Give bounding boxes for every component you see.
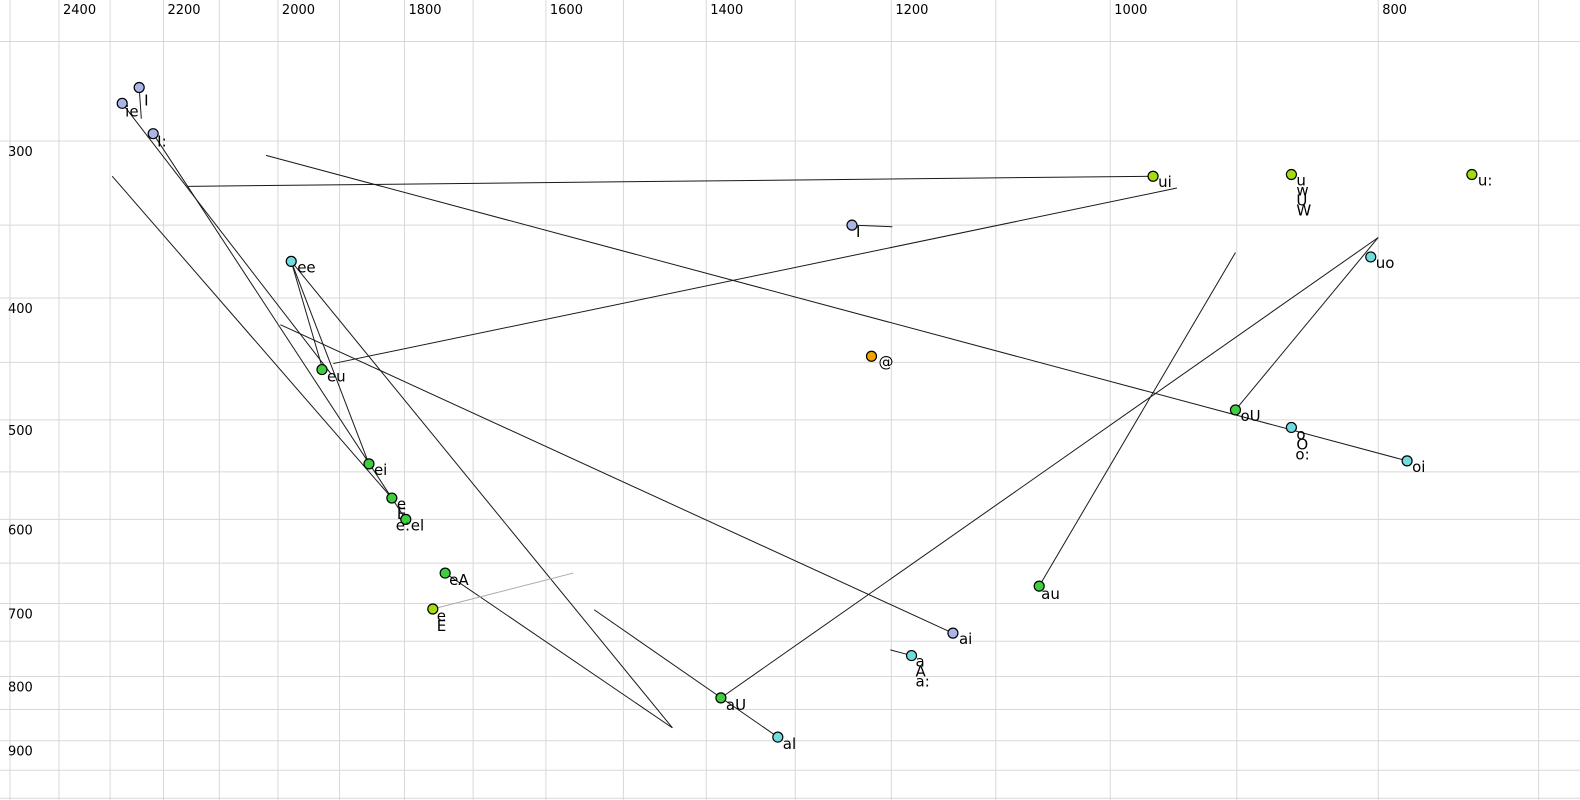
y-tick-label-300: 300 <box>8 145 33 160</box>
trajectory-ie-glide <box>121 103 332 375</box>
trajectory-ee-eu-seg <box>290 261 325 374</box>
y-tick-label-500: 500 <box>8 424 33 439</box>
vowel-label-a-2: a: <box>916 673 930 691</box>
vowel-label-al-0: al <box>783 735 796 753</box>
vowel-point-e-gray <box>427 603 439 615</box>
vowel-label-ai-0: ai <box>959 630 972 648</box>
vowel-label-e-gray-1: E <box>437 617 446 635</box>
vowel-label-ei-0: ei <box>374 461 387 479</box>
vowel-point-u-cluster <box>1285 168 1297 181</box>
x-tick-label-1000: 1000 <box>1114 3 1147 18</box>
vowel-point-aU <box>715 692 727 704</box>
vowel-point-ee <box>285 255 297 267</box>
y-tick-label-400: 400 <box>8 302 33 317</box>
x-tick-label-1400: 1400 <box>710 3 743 18</box>
vowel-label-e-gray-0: e <box>437 607 446 625</box>
vowel-label-ee-0: ee <box>297 258 315 276</box>
vowel-point-I-central <box>846 219 858 231</box>
vowel-label-ie-0: ie <box>125 102 138 120</box>
x-tick-label-800: 800 <box>1382 3 1407 18</box>
y-tick-label-600: 600 <box>8 523 33 538</box>
vowel-point-i <box>133 81 145 94</box>
vowel-point-ei <box>363 458 375 470</box>
trajectory-ei-ee-seg <box>290 261 370 465</box>
x-tick-label-1600: 1600 <box>550 3 583 18</box>
trajectory-I-central-seg <box>851 224 893 228</box>
trajectory-e-glide <box>111 175 393 499</box>
vowel-label-aU-0: aU <box>726 696 746 714</box>
vowel-point-schwa <box>865 350 878 362</box>
vowel-point-oU <box>1229 404 1242 416</box>
vowel-label-u-cluster-2: U <box>1296 192 1307 210</box>
trajectory-e-gray-seg <box>432 572 574 610</box>
vowel-label-e-1: E <box>397 505 406 523</box>
vowel-label-eA-0: eA <box>449 571 469 589</box>
vowel-label-u-cluster-0: u <box>1296 172 1306 190</box>
vowel-label-uo-0: uo <box>1376 254 1395 272</box>
vowel-label-I-long-0: I: <box>157 133 166 151</box>
vowel-point-I-long <box>147 128 159 140</box>
vowel-point-ie <box>116 97 128 109</box>
vowel-point-eu <box>316 363 328 376</box>
vowel-point-ui <box>1147 170 1159 182</box>
trajectory-oU-glide <box>1235 237 1379 411</box>
vowel-point-oi <box>1401 455 1413 467</box>
x-tick-label-1200: 1200 <box>895 3 928 18</box>
vowel-point-e-long-el <box>400 513 412 525</box>
vowel-label-o-cluster-0: o <box>1296 425 1305 443</box>
vowel-point-u-long <box>1466 168 1478 181</box>
trajectory-ui-glide <box>187 175 1154 187</box>
vowel-label-i-0: I <box>144 92 148 110</box>
vowel-point-uo <box>1365 251 1377 263</box>
x-tick-label-1800: 1800 <box>408 3 441 18</box>
vowel-label-oi-0: oi <box>1412 458 1425 476</box>
vowel-point-eA <box>439 567 451 579</box>
vowel-label-a-1: A <box>916 663 927 681</box>
vowel-label-I-central-0: I <box>856 223 860 241</box>
vowel-point-o-cluster <box>1285 421 1297 434</box>
trajectory-ai-glide <box>280 324 954 634</box>
trajectory-aU-glide <box>720 237 1379 699</box>
vowel-label-oU-0: oU <box>1240 407 1260 425</box>
y-tick-label-700: 700 <box>8 608 33 623</box>
vowel-label-o-cluster-2: o: <box>1295 445 1309 463</box>
vowel-label-u-cluster-1: w <box>1296 182 1308 200</box>
y-tick-label-900: 900 <box>8 745 33 760</box>
vowel-point-al <box>772 731 784 743</box>
x-tick-label-2200: 2200 <box>167 3 200 18</box>
vowel-label-schwa-0: @ <box>878 353 893 371</box>
vowel-label-eu-0: eu <box>327 368 346 386</box>
vowel-label-e-0: e <box>397 495 406 513</box>
vowel-label-u-long-0: u: <box>1478 172 1493 190</box>
vowel-label-a-0: a <box>916 653 925 671</box>
trajectory-au-glide <box>1038 252 1236 587</box>
vowel-label-au-0: au <box>1041 585 1060 603</box>
trajectory-ee-low-glide <box>290 261 673 729</box>
vowel-label-u-cluster-3: W <box>1296 202 1311 220</box>
vowel-point-au <box>1033 580 1045 592</box>
x-tick-label-2400: 2400 <box>63 3 96 18</box>
y-tick-label-800: 800 <box>8 680 33 695</box>
vowel-label-ui-0: ui <box>1158 173 1172 191</box>
vowel-label-o-cluster-1: O <box>1296 435 1308 453</box>
trajectory-al-seg <box>593 609 779 738</box>
vowel-point-ai <box>947 627 959 639</box>
vowel-point-e <box>386 492 398 504</box>
trajectory-oi-glide <box>265 154 1408 462</box>
trajectory-eu-glide <box>333 187 1178 365</box>
vowel-label-e-long-el-0: e: <box>396 516 410 534</box>
vowel-point-a <box>905 649 918 662</box>
trajectory-eA-glide <box>444 572 673 729</box>
vowel-label-e-long-el-1: el <box>411 516 424 534</box>
x-tick-label-2000: 2000 <box>282 3 315 18</box>
